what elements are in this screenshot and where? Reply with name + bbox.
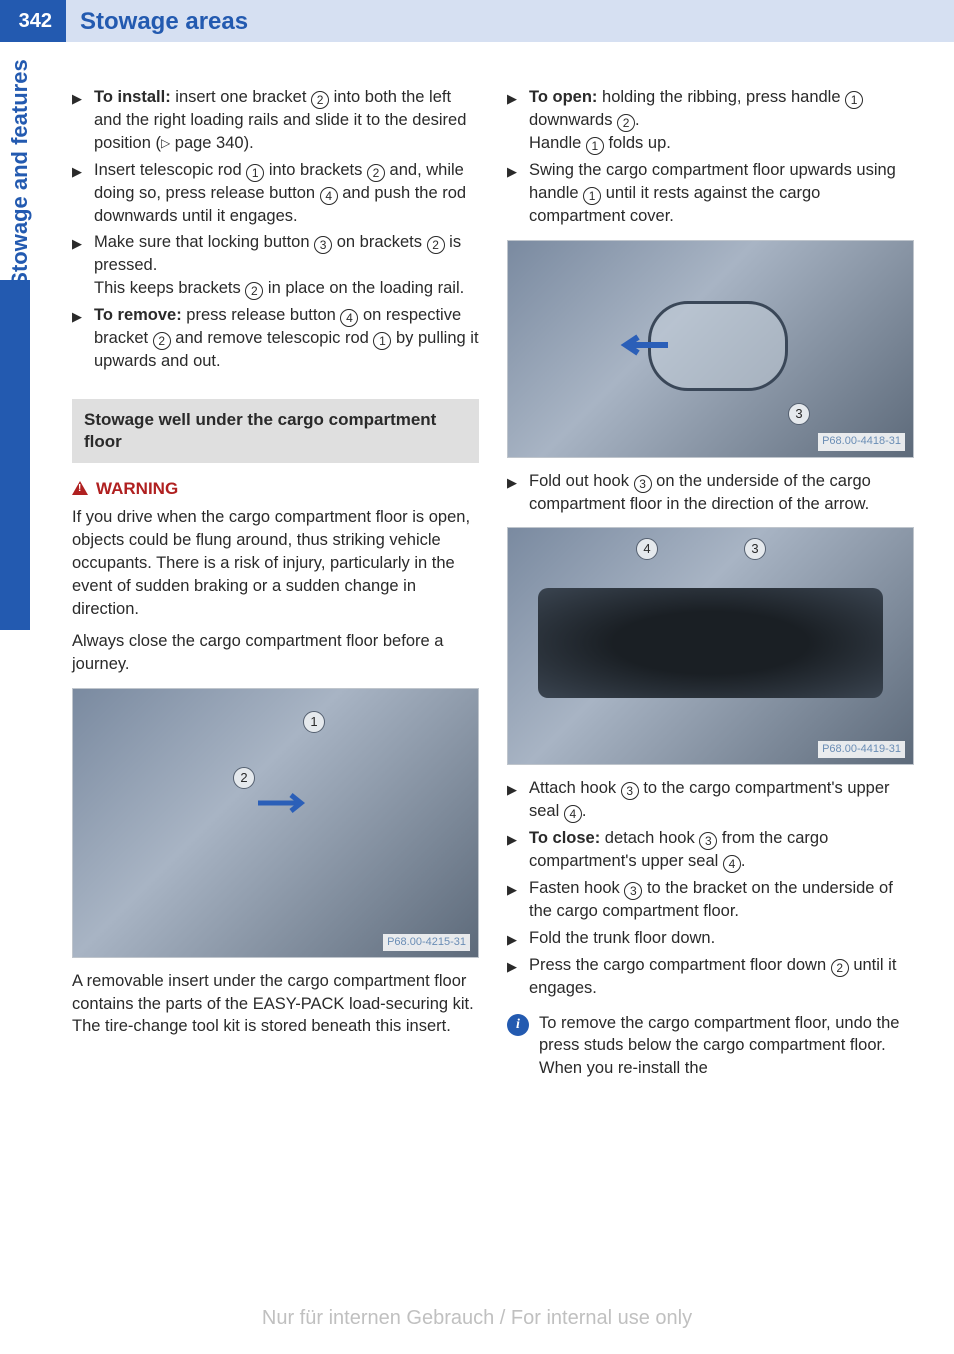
warning-text: Always close the cargo compartment floor… — [72, 630, 479, 676]
callout-2: 2 — [233, 767, 255, 789]
bullet-icon: ▶ — [507, 86, 529, 155]
figure-cargo-floor-handle: 1 2 P68.00-4215-31 — [72, 688, 479, 958]
step-text: Fold out hook 3 on the underside of the … — [529, 470, 914, 516]
side-tab — [0, 280, 30, 630]
step-text: To open: holding the ribbing, press hand… — [529, 86, 914, 155]
bullet-icon: ▶ — [72, 159, 94, 228]
step: ▶ To install: insert one bracket 2 into … — [72, 86, 479, 155]
bullet-icon: ▶ — [507, 827, 529, 873]
description-text: A removable insert under the cargo compa… — [72, 970, 479, 1038]
step: ▶ Fasten hook 3 to the bracket on the un… — [507, 877, 914, 923]
step: ▶ To open: holding the ribbing, press ha… — [507, 86, 914, 155]
left-column: ▶ To install: insert one bracket 2 into … — [72, 86, 479, 1080]
step: ▶ Fold the trunk floor down. — [507, 927, 914, 950]
step-text: Make sure that locking button 3 on brack… — [94, 231, 479, 300]
warning-label: WARNING — [96, 479, 178, 498]
step-text: Fold the trunk floor down. — [529, 927, 914, 950]
step: ▶ Attach hook 3 to the cargo compartment… — [507, 777, 914, 823]
bullet-icon: ▶ — [72, 231, 94, 300]
warning-heading: WARNING — [72, 477, 479, 500]
step-text: Insert telescopic rod 1 into brackets 2 … — [94, 159, 479, 228]
bullet-icon: ▶ — [72, 304, 94, 373]
figure-label: P68.00-4418-31 — [818, 433, 905, 450]
step: ▶ Swing the cargo compartment floor upwa… — [507, 159, 914, 228]
bullet-icon: ▶ — [507, 777, 529, 823]
page-number: 342 — [0, 0, 66, 42]
step: ▶ Press the cargo compartment floor down… — [507, 954, 914, 1000]
callout-3: 3 — [788, 403, 810, 425]
step-text: To remove: press release button 4 on res… — [94, 304, 479, 373]
bullet-icon: ▶ — [507, 954, 529, 1000]
bullet-icon: ▶ — [72, 86, 94, 155]
step-text: Swing the cargo compartment floor upward… — [529, 159, 914, 228]
step-text: To close: detach hook 3 from the cargo c… — [529, 827, 914, 873]
watermark: Nur für internen Gebrauch / For internal… — [0, 1307, 954, 1330]
section-heading: Stowage well under the cargo compartment… — [72, 399, 479, 463]
figure-label: P68.00-4215-31 — [383, 934, 470, 951]
figure-hook-fold: 3 P68.00-4418-31 — [507, 240, 914, 458]
step: ▶ To close: detach hook 3 from the cargo… — [507, 827, 914, 873]
warning-text: If you drive when the cargo compartment … — [72, 506, 479, 620]
figure-label: P68.00-4419-31 — [818, 741, 905, 758]
bullet-icon: ▶ — [507, 470, 529, 516]
step-text: Fasten hook 3 to the bracket on the unde… — [529, 877, 914, 923]
warning-icon — [72, 481, 88, 495]
arrow-icon — [253, 789, 313, 817]
bullet-icon: ▶ — [507, 927, 529, 950]
step: ▶ Make sure that locking button 3 on bra… — [72, 231, 479, 300]
figure-hook-attach: 4 3 P68.00-4419-31 — [507, 527, 914, 765]
step-text: To install: insert one bracket 2 into bo… — [94, 86, 479, 155]
step-text: Press the cargo compartment floor down 2… — [529, 954, 914, 1000]
step: ▶ Fold out hook 3 on the underside of th… — [507, 470, 914, 516]
callout-4: 4 — [636, 538, 658, 560]
arrow-icon — [618, 331, 678, 359]
page-header: 342 Stowage areas — [0, 0, 954, 42]
page-title: Stowage areas — [66, 0, 954, 42]
step-text: Attach hook 3 to the cargo compartment's… — [529, 777, 914, 823]
step: ▶ To remove: press release button 4 on r… — [72, 304, 479, 373]
info-icon: i — [507, 1014, 529, 1036]
callout-1: 1 — [303, 711, 325, 733]
info-note: i To remove the cargo compartment floor,… — [507, 1012, 914, 1080]
bullet-icon: ▶ — [507, 877, 529, 923]
bullet-icon: ▶ — [507, 159, 529, 228]
info-text: To remove the cargo compartment floor, u… — [539, 1012, 914, 1080]
callout-3: 3 — [744, 538, 766, 560]
right-column: ▶ To open: holding the ribbing, press ha… — [507, 86, 914, 1080]
step: ▶ Insert telescopic rod 1 into brackets … — [72, 159, 479, 228]
side-tab-label: Stowage and features — [7, 43, 33, 303]
